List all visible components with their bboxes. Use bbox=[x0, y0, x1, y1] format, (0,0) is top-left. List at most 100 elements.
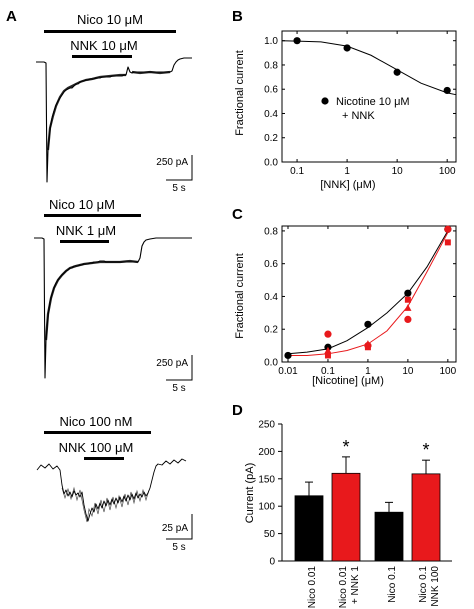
bar bbox=[411, 473, 441, 562]
chart-b-legend-line1: Nicotine 10 μM bbox=[336, 96, 410, 108]
data-point bbox=[444, 225, 452, 233]
trace-1-scale-current: 250 pA bbox=[156, 157, 188, 168]
data-point bbox=[343, 44, 351, 52]
trace-3-drug2-label: NNK 100 μM bbox=[59, 440, 134, 455]
trace-2-drug2-label: NNK 1 μM bbox=[56, 223, 116, 238]
trace-3-scale-bar: 25 pA 5 s bbox=[162, 514, 193, 553]
significance-marker: * bbox=[342, 437, 349, 457]
trace-2-scale-time: 5 s bbox=[172, 383, 185, 394]
trace-1-scale-time: 5 s bbox=[172, 183, 185, 194]
data-point bbox=[404, 296, 411, 303]
chart-d-ticks: 0 50 100 150 200 250 bbox=[258, 420, 282, 568]
y-tick-label: 0.0 bbox=[264, 158, 278, 169]
panel-c-label: C bbox=[232, 206, 243, 223]
x-tick-label: 0.1 bbox=[321, 366, 335, 377]
y-tick-label: 0.6 bbox=[264, 85, 278, 96]
chart-b-legend-marker bbox=[321, 97, 329, 105]
fit-curve bbox=[281, 40, 457, 96]
x-tick-label: 10 bbox=[392, 166, 404, 177]
y-tick-label: 150 bbox=[258, 474, 275, 485]
trace-1: Nico 10 μM NNK 10 μM 250 pA 5 s bbox=[36, 12, 193, 194]
data-point bbox=[404, 315, 412, 323]
trace-2-drug1-label: Nico 10 μM bbox=[49, 197, 115, 212]
trace-2: Nico 10 μM NNK 1 μM 250 pA 5 s bbox=[34, 197, 193, 394]
chart-c-ticks: 0.01 0.1 1 10 100 0.0 0.2 0.4 0.6 0.8 bbox=[264, 226, 457, 377]
trace-1-noise bbox=[46, 70, 171, 151]
data-point bbox=[404, 304, 412, 311]
y-tick-label: 50 bbox=[264, 529, 276, 540]
y-tick-label: 0.4 bbox=[264, 109, 278, 120]
panel-b-label: B bbox=[232, 8, 243, 25]
trace-3-current bbox=[36, 458, 187, 522]
y-tick-label: 250 bbox=[258, 420, 275, 431]
x-tick-label: 0.01 bbox=[278, 366, 298, 377]
panel-a-label: A bbox=[6, 8, 17, 25]
chart-b-xlabel: [NNK] (μM) bbox=[320, 179, 375, 191]
x-category-label: Nico 0.1+ NNK 100 bbox=[418, 566, 441, 609]
chart-c-ylabel: Fractional current bbox=[234, 253, 246, 339]
chart-b-legend-line2: + NNK bbox=[342, 110, 375, 122]
trace-1-scale-bar: 250 pA 5 s bbox=[156, 155, 193, 194]
data-point bbox=[364, 320, 372, 328]
y-tick-label: 1.0 bbox=[264, 36, 278, 47]
data-point bbox=[324, 346, 332, 354]
y-tick-label: 0.6 bbox=[264, 259, 278, 270]
fit-curve bbox=[288, 232, 449, 356]
data-point bbox=[324, 352, 331, 359]
trace-2-scale-current: 250 pA bbox=[156, 358, 188, 369]
chart-b-ylabel: Fractional current bbox=[234, 50, 246, 136]
chart-d-ylabel: Current (pA) bbox=[244, 463, 256, 524]
trace-1-drug1-bar bbox=[44, 30, 176, 33]
trace-1-drug2-bar bbox=[72, 55, 132, 58]
trace-3-drug1-bar bbox=[44, 431, 151, 434]
fit-curve bbox=[287, 230, 449, 355]
chart-b-frame bbox=[281, 30, 457, 163]
bar bbox=[331, 472, 361, 562]
y-tick-label: 0.2 bbox=[264, 133, 278, 144]
y-tick-label: 0.8 bbox=[264, 60, 278, 71]
data-point bbox=[404, 289, 412, 297]
panel-c: C Fractional current [Nicotine] (μM) 0.0… bbox=[232, 206, 457, 387]
trace-2-noise bbox=[44, 259, 139, 341]
data-point bbox=[324, 330, 332, 338]
bar bbox=[374, 511, 404, 562]
panel-a: A Nico 10 μM NNK 10 μM 250 pA 5 s Nico 1… bbox=[6, 8, 193, 553]
panel-d: D Current (pA) 0 50 100 150 200 250 Nico 0.01… bbox=[232, 402, 452, 609]
data-point bbox=[364, 344, 371, 351]
y-tick-label: 0.4 bbox=[264, 292, 278, 303]
trace-2-scale-bar: 250 pA 5 s bbox=[156, 355, 193, 394]
x-tick-label: 100 bbox=[439, 166, 456, 177]
x-tick-label: 100 bbox=[439, 366, 456, 377]
trace-1-drug2-label: NNK 10 μM bbox=[70, 38, 137, 53]
x-tick-label: 1 bbox=[344, 166, 350, 177]
trace-3-scale-time: 5 s bbox=[172, 542, 185, 553]
trace-2-drug1-bar bbox=[44, 214, 141, 217]
trace-3-drug2-bar bbox=[84, 457, 124, 460]
panel-b: B Fractional current [NNK] (μM) 0.1 1 10 10… bbox=[232, 8, 457, 191]
data-point bbox=[284, 351, 292, 360]
trace-2-drug2-bar bbox=[60, 240, 109, 243]
x-category-label: Nico 0.1 bbox=[387, 566, 398, 603]
data-point bbox=[393, 68, 401, 76]
x-category-label: Nico 0.01 bbox=[307, 566, 318, 609]
chart-c-plot bbox=[284, 225, 452, 360]
x-tick-label: 1 bbox=[365, 366, 371, 377]
x-category-label: Nico 0.01+ NNK 1 bbox=[338, 566, 361, 609]
trace-3-drug1-label: Nico 100 nM bbox=[60, 414, 133, 429]
chart-c-xlabel: [Nicotine] (μM) bbox=[312, 375, 384, 387]
trace-3-scale-current: 25 pA bbox=[162, 523, 188, 534]
panel-d-label: D bbox=[232, 402, 243, 419]
y-tick-label: 0.0 bbox=[264, 358, 278, 369]
y-tick-label: 100 bbox=[258, 502, 275, 513]
chart-b-ticks: 0.1 1 10 100 0.0 0.2 0.4 0.6 0.8 1.0 bbox=[264, 31, 456, 177]
trace-3-noise bbox=[61, 486, 150, 523]
x-tick-label: 0.1 bbox=[290, 166, 304, 177]
bar bbox=[294, 495, 324, 562]
trace-2-current bbox=[34, 237, 192, 379]
y-tick-label: 200 bbox=[258, 447, 275, 458]
chart-d-plot: Nico 0.01 * Nico 0.01+ NNK 1 Nico 0.1 * Nico … bbox=[294, 437, 441, 609]
trace-1-drug1-label: Nico 10 μM bbox=[77, 12, 143, 27]
y-tick-label: 0 bbox=[269, 557, 275, 568]
chart-c-frame bbox=[281, 225, 457, 363]
